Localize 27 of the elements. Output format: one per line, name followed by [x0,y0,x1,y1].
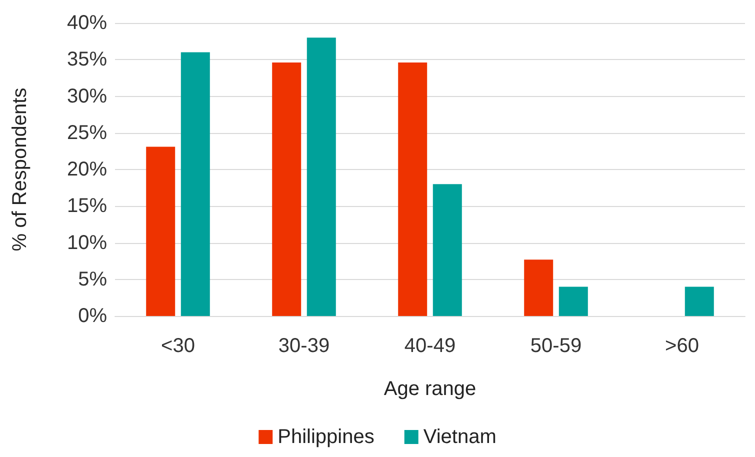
x-tick-label: 50-59 [530,335,582,357]
legend-label: Philippines [278,426,374,448]
bar [180,52,210,316]
x-tick-label: <30 [161,335,195,357]
y-axis-title: % of Respondents [9,88,31,252]
bar [558,286,588,316]
bar [524,260,554,316]
bar [272,62,302,316]
bar [306,38,336,316]
y-tick-label: 15% [66,195,108,218]
x-axis-title: Age range [384,378,476,400]
bar [684,286,714,316]
bar [398,62,428,316]
y-tick-label: 35% [66,48,108,71]
y-tick-label: 0% [78,305,108,327]
bar [432,184,462,316]
legend-label: Vietnam [423,426,496,448]
x-tick-label: 30-39 [278,335,330,357]
y-tick-label: 30% [66,85,108,108]
y-tick-label: 10% [66,232,108,254]
y-tick-label: 5% [78,268,108,290]
y-tick-label: 20% [66,158,108,180]
bar [146,146,176,316]
x-tick-label: >60 [665,335,699,357]
y-tick-label: 25% [66,122,108,144]
x-tick-label: 40-49 [404,335,456,357]
y-tick-label: 40% [66,12,108,34]
